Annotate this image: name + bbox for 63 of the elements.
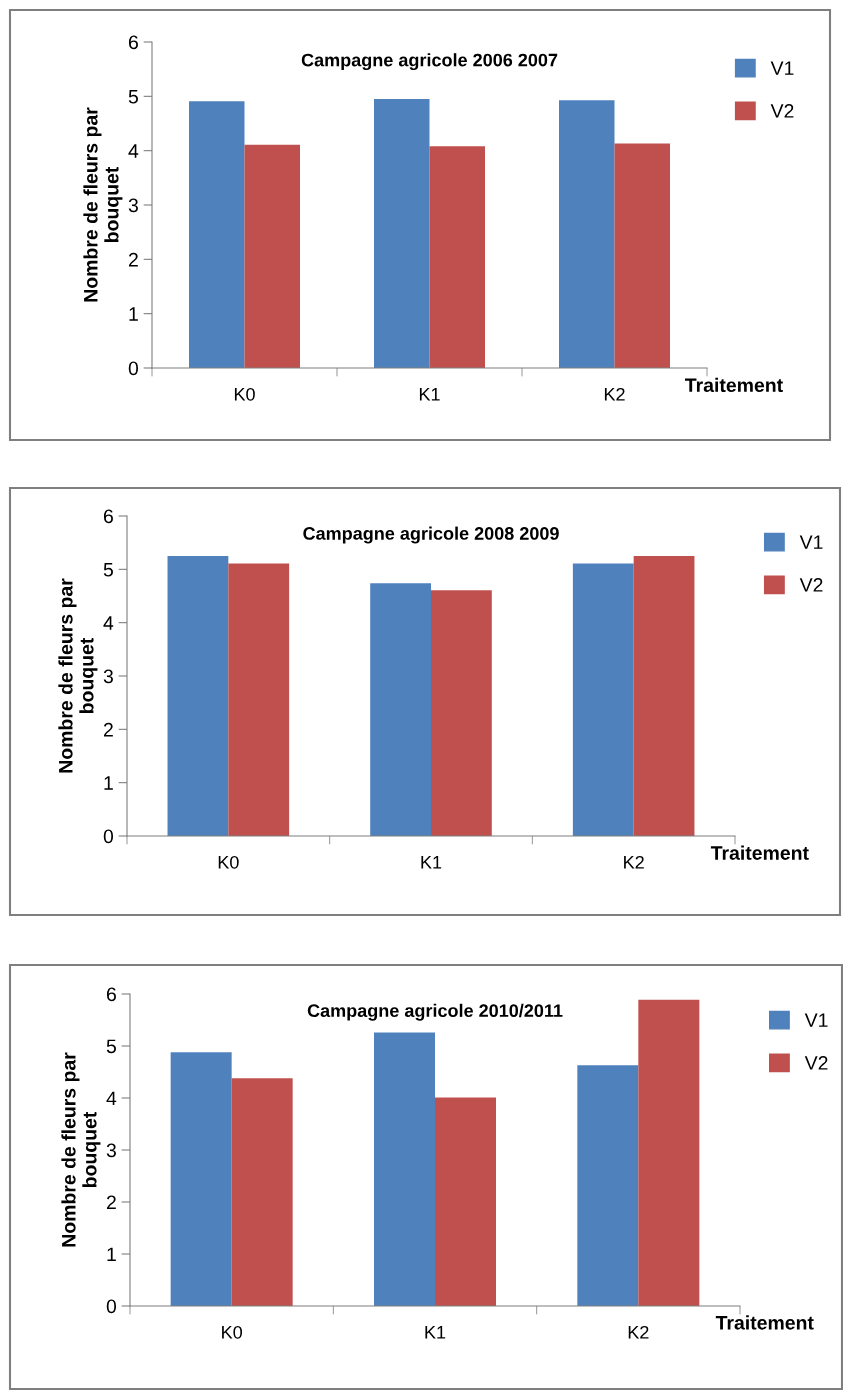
y-tick-label: 1 <box>104 776 113 790</box>
y-tick-label: 6 <box>106 987 116 1002</box>
y-tick-label: 6 <box>128 35 138 50</box>
y-tick-label: 4 <box>103 616 114 630</box>
x-tick-label: K0 <box>234 387 255 401</box>
bar <box>374 1032 435 1306</box>
bar <box>244 144 300 368</box>
x-tick-label: K1 <box>421 856 442 869</box>
text: Campagne agricole 2010/2011 <box>307 1003 563 1021</box>
legend-label: V2 <box>799 578 823 592</box>
y-axis-title: Nombre de fleurs par bouquet <box>83 107 123 302</box>
bar <box>614 143 670 368</box>
bar <box>559 100 615 368</box>
x-tick-label: K2 <box>624 855 644 869</box>
y-tick-label: 3 <box>128 198 138 213</box>
x-tick-label: K2 <box>628 1325 649 1339</box>
bar <box>429 146 485 368</box>
x-axis-title: Traitement <box>710 845 809 860</box>
bar <box>228 563 290 836</box>
x-tick-label: K0 <box>222 1325 242 1339</box>
y-axis-title: Nombre de fleurs par bouquet <box>61 1052 101 1247</box>
x-tick-label: K2 <box>604 387 625 401</box>
bar <box>633 556 695 836</box>
y-tick-label: 1 <box>107 1247 116 1262</box>
bar <box>231 1078 293 1306</box>
bar <box>431 590 492 836</box>
y-tick-label: 0 <box>103 829 114 844</box>
y-tick-label: 0 <box>106 1299 117 1314</box>
x-tick-label: K1 <box>425 1326 446 1339</box>
bar <box>435 1097 496 1306</box>
y-tick-label: 2 <box>106 1195 116 1210</box>
y-tick-label: 5 <box>103 563 113 577</box>
bar <box>572 563 634 836</box>
y-axis-title: Nombre de fleurs par bouquet <box>58 578 98 773</box>
legend-label: V2 <box>804 1056 828 1070</box>
legend-label: V1 <box>804 1013 828 1027</box>
x-axis-title: Traitement <box>685 377 783 393</box>
y-tick-label: 2 <box>128 252 138 267</box>
y-tick-label: 2 <box>103 722 113 737</box>
y-tick-label: 4 <box>106 1091 117 1106</box>
y-tick-label: 4 <box>128 144 139 158</box>
bar <box>374 99 430 368</box>
x-tick-label: K0 <box>218 855 239 869</box>
y-tick-label: 5 <box>106 1039 116 1054</box>
legend-label: V2 <box>770 104 794 118</box>
y-tick-label: 0 <box>128 361 139 376</box>
legend-label: V1 <box>799 535 823 549</box>
y-tick-label: 3 <box>106 1143 116 1158</box>
y-tick-label: 6 <box>103 509 113 524</box>
bar <box>638 999 700 1306</box>
bar <box>370 583 431 836</box>
y-tick-label: 3 <box>103 669 113 684</box>
x-axis-title: Traitement <box>715 1315 814 1330</box>
bar <box>167 556 229 836</box>
bar <box>189 101 245 368</box>
bar <box>170 1052 232 1306</box>
bar <box>577 1065 639 1306</box>
text: Campagne agricole 2008 2009 <box>303 526 559 544</box>
y-tick-label: 1 <box>129 307 138 321</box>
x-tick-label: K1 <box>419 388 440 401</box>
text: Campagne agricole 2006 2007 <box>301 53 558 71</box>
y-tick-label: 5 <box>128 90 138 104</box>
legend-label: V1 <box>770 61 794 75</box>
